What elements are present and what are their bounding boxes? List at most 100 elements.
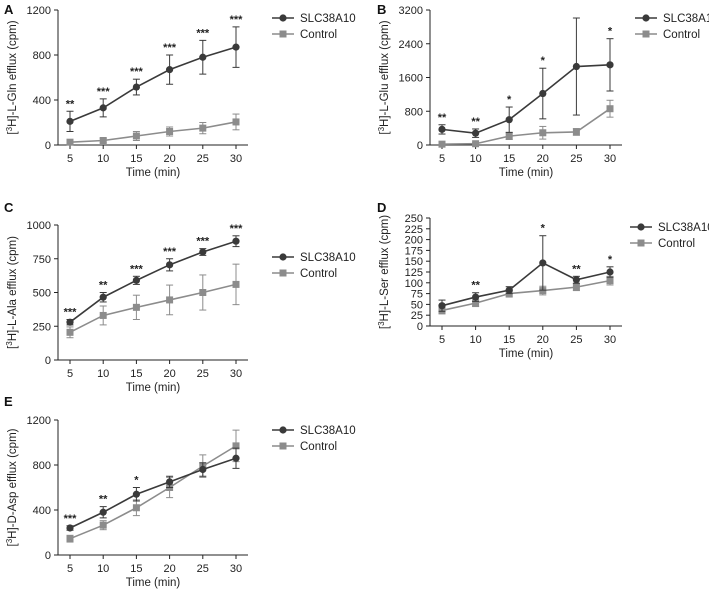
legend-marker (642, 14, 650, 22)
data-point (166, 261, 174, 269)
significance-label: ** (66, 98, 75, 110)
y-tick-label: 750 (33, 254, 51, 266)
legend-marker (279, 253, 287, 261)
x-tick-label: 30 (230, 368, 242, 380)
x-tick-label: 10 (97, 153, 109, 165)
data-point (66, 535, 74, 543)
y-tick-label: 500 (33, 288, 51, 300)
x-tick-label: 20 (163, 153, 175, 165)
significance-label: * (608, 254, 613, 266)
legend-marker (279, 14, 287, 22)
panel-c: C 0 250 500 750 1000 5 10 15 20 25 30 Time (min) [3H]… (4, 200, 356, 394)
legend-label: SLC38A10 (663, 13, 709, 25)
x-axis-title: Time (min) (126, 577, 181, 589)
data-point (66, 318, 74, 326)
data-point (99, 293, 107, 301)
data-point (66, 524, 74, 532)
y-axis-title: [3H]-D-Asp efflux (cpm) (5, 428, 19, 546)
x-axis-title: Time (min) (499, 167, 554, 179)
x-tick-label: 25 (197, 563, 209, 575)
y-axis-title: [3H]-L-Ser efflux (cpm) (377, 215, 391, 329)
data-point (572, 283, 580, 291)
data-point (99, 104, 107, 112)
legend-label: SLC38A10 (658, 222, 709, 234)
data-point (132, 504, 140, 512)
data-point (606, 277, 614, 285)
data-point (232, 442, 240, 450)
x-tick-label: 15 (503, 334, 515, 346)
x-tick-label: 15 (130, 368, 142, 380)
data-point (505, 286, 513, 294)
x-tick-label: 5 (67, 563, 73, 575)
data-point (99, 508, 107, 516)
y-tick-label: 250 (405, 213, 423, 225)
series-line (441, 261, 611, 307)
data-point (438, 140, 446, 148)
data-point (199, 465, 207, 474)
data-point (232, 237, 240, 245)
data-point (472, 140, 480, 148)
y-tick-label: 800 (33, 50, 51, 62)
y-tick-label: 50 (411, 299, 423, 311)
series-line (69, 445, 237, 540)
legend: SLC38A10 Control (272, 13, 356, 41)
panel-b: B 0 800 1600 2400 3200 5 10 15 20 25 30 Time (min) [3… (377, 2, 709, 179)
y-tick-label: 800 (33, 460, 51, 472)
legend-label: SLC38A10 (300, 425, 356, 437)
significance-label: ** (471, 116, 480, 128)
y-tick-label: 250 (33, 321, 51, 333)
legend-label: SLC38A10 (300, 252, 356, 264)
data-point (99, 311, 107, 319)
legend: SLC38A10 Control (272, 425, 356, 453)
data-point (166, 478, 174, 486)
data-point (606, 105, 614, 113)
significance-label: *** (64, 513, 78, 525)
legend-label: Control (300, 441, 337, 453)
y-tick-label: 0 (417, 321, 423, 333)
data-point (232, 280, 240, 288)
y-tick-label: 1600 (399, 73, 423, 85)
y-tick-label: 0 (417, 140, 423, 152)
data-point (232, 43, 240, 51)
legend-marker (637, 223, 645, 231)
series-line (441, 64, 611, 135)
significance-label: *** (230, 14, 244, 26)
data-point (232, 454, 240, 462)
x-tick-label: 15 (130, 153, 142, 165)
x-tick-label: 30 (604, 334, 616, 346)
y-tick-label: 1200 (27, 5, 51, 17)
data-point (132, 132, 140, 140)
x-tick-label: 20 (537, 334, 549, 346)
significance-label: ** (99, 494, 108, 506)
series-line (69, 46, 237, 123)
x-tick-label: 20 (163, 563, 175, 575)
data-point (472, 129, 480, 137)
data-point (166, 296, 174, 304)
data-point (66, 138, 74, 146)
y-tick-label: 0 (45, 550, 51, 562)
significance-label: * (507, 94, 512, 106)
x-tick-label: 5 (439, 334, 445, 346)
x-tick-label: 20 (163, 368, 175, 380)
data-point (166, 66, 174, 74)
data-point (99, 521, 107, 529)
data-point (132, 83, 140, 91)
series-line (441, 108, 611, 145)
series-slc38a10 (66, 235, 240, 326)
x-tick-label: 25 (570, 334, 582, 346)
data-point (199, 124, 207, 132)
x-tick-label: 25 (570, 153, 582, 165)
y-axis-title: [3H]-L-Gln efflux (cpm) (5, 20, 19, 134)
significance-label: * (541, 55, 546, 67)
x-tick-label: 5 (67, 153, 73, 165)
data-point (199, 53, 207, 61)
series-control (66, 113, 240, 146)
data-point (66, 117, 74, 125)
panel-a: A 0 400 800 1200 5 10 15 20 25 30 Time (min) [3H]-L-… (4, 2, 356, 179)
data-point (572, 128, 580, 136)
data-point (199, 248, 207, 256)
x-axis-title: Time (min) (126, 167, 181, 179)
data-point (66, 328, 74, 336)
data-point (199, 289, 207, 296)
x-axis-title: Time (min) (499, 348, 554, 360)
